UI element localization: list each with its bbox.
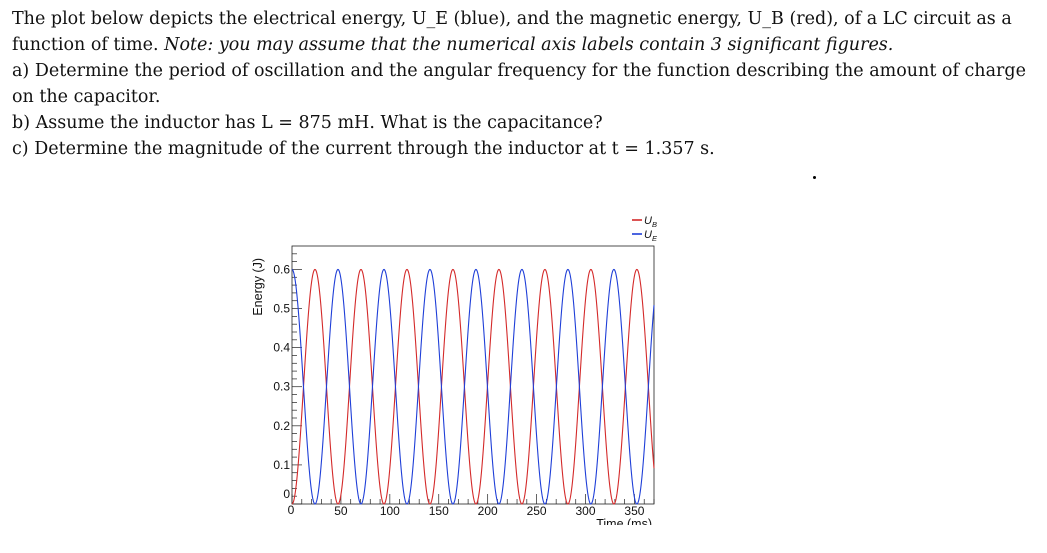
problem-intro: The plot below depicts the electrical en… xyxy=(12,6,1037,58)
legend-ue-label: U xyxy=(644,229,652,241)
x-axis-label: Time (ms) xyxy=(596,517,652,525)
y-tick-label: 0.1 xyxy=(273,458,290,472)
energy-plot: 0 50 100 150 200 250 300 350 0 0.1 0.2 0.3 0.4 0.5 0.6… xyxy=(251,215,658,525)
ue-series-line xyxy=(291,268,655,505)
note-text: Note: you may assume that the numerical … xyxy=(164,35,894,55)
stray-dot xyxy=(813,176,816,179)
legend-ub-subscript: B xyxy=(652,220,657,229)
x-tick-label: 50 xyxy=(334,504,348,518)
x-tick-label: 100 xyxy=(380,504,400,518)
y-tick-label: 0.6 xyxy=(273,262,290,276)
y-tick-label: 0.5 xyxy=(273,302,290,316)
ub-series-line xyxy=(291,268,655,505)
x-tick-label: 200 xyxy=(478,504,498,518)
legend-ue-subscript: E xyxy=(652,234,658,243)
plot-frame xyxy=(291,245,655,505)
x-tick-label: 150 xyxy=(429,504,449,518)
legend-ub-label: U xyxy=(644,215,652,227)
x-tick-label: 300 xyxy=(575,504,595,518)
part-a: a) Determine the period of oscillation a… xyxy=(12,61,1026,107)
y-tick-label: 0.4 xyxy=(273,341,290,355)
part-c: c) Determine the magnitude of the curren… xyxy=(12,139,715,159)
problem-statement: The plot below depicts the electrical en… xyxy=(12,6,1037,162)
y-tick-label: 0.3 xyxy=(273,380,290,394)
y-axis-label: Energy (J) xyxy=(251,258,265,316)
part-b: b) Assume the inductor has L = 875 mH. W… xyxy=(12,113,603,133)
intro-text: The plot below depicts the electrical en… xyxy=(12,9,1012,55)
y-tick-label: 0.2 xyxy=(273,419,290,433)
y-tick-label: 0 xyxy=(283,487,290,501)
x-tick-label: 350 xyxy=(624,504,644,518)
x-tick-label: 0 xyxy=(288,503,295,517)
x-tick-label: 250 xyxy=(527,504,547,518)
